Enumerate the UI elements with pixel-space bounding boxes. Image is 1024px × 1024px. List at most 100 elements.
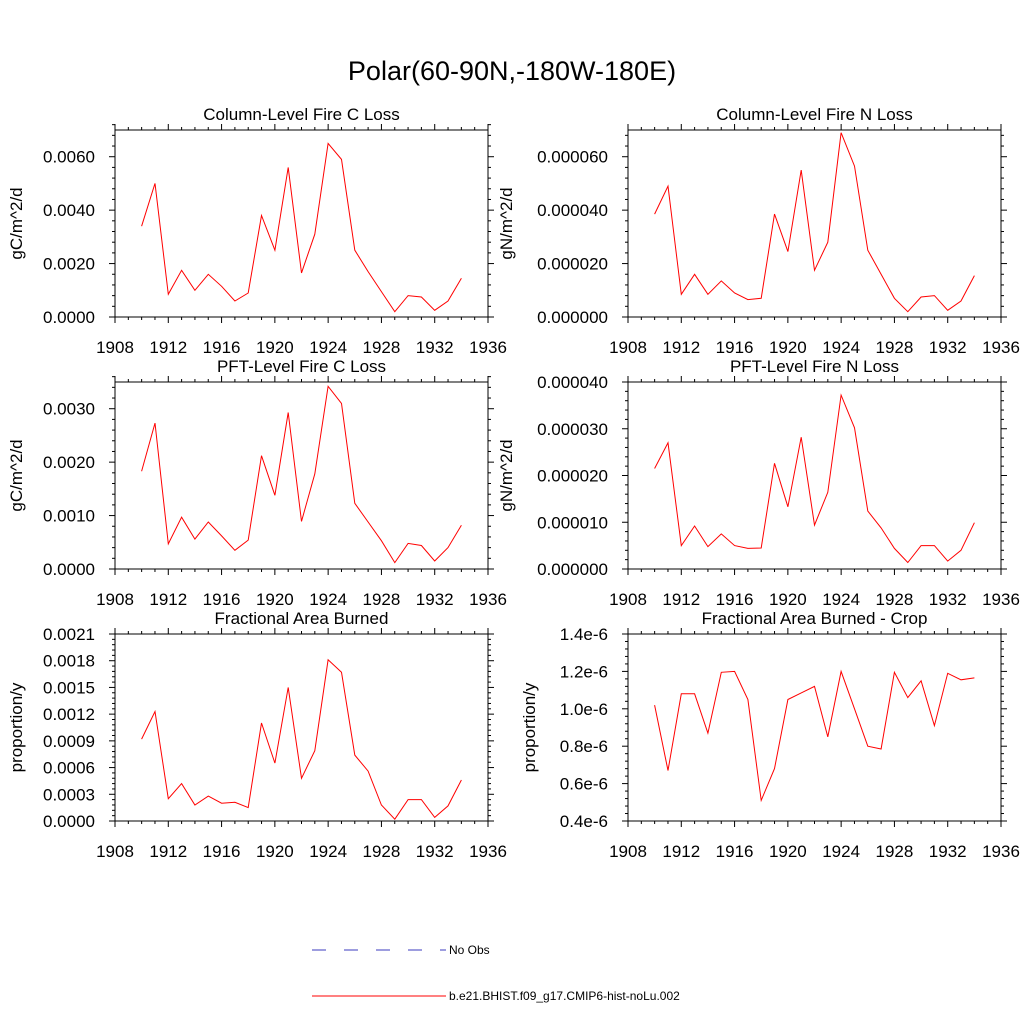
chart-title: PFT-Level Fire N Loss [730, 357, 899, 376]
y-tick-label: 0.0030 [43, 400, 95, 419]
x-tick-label: 1928 [876, 842, 914, 861]
y-tick-label: 0.000040 [537, 373, 608, 392]
x-tick-label: 1908 [609, 590, 647, 609]
x-tick-label: 1928 [876, 338, 914, 357]
series-line [654, 393, 975, 564]
chart-title: Fractional Area Burned [215, 609, 389, 628]
x-tick-label: 1916 [716, 590, 754, 609]
x-tick-label: 1920 [769, 338, 807, 357]
y-tick-label: 0.0000 [43, 812, 95, 831]
y-tick-label: 0.000040 [537, 201, 608, 220]
chart-title: Column-Level Fire C Loss [203, 105, 400, 124]
y-tick-label: 0.000000 [537, 560, 608, 579]
x-tick-label: 1932 [929, 842, 967, 861]
y-axis-label: gN/m^2/d [497, 187, 516, 259]
legend-label: b.e21.BHIST.f09_g17.CMIP6-hist-noLu.002 [449, 989, 680, 1003]
y-axis-label: gC/m^2/d [7, 439, 26, 511]
y-tick-label: 0.8e-6 [560, 737, 608, 756]
x-tick-label: 1932 [416, 842, 454, 861]
x-tick-label: 1908 [609, 338, 647, 357]
y-tick-label: 0.6e-6 [560, 775, 608, 794]
y-tick-label: 0.0000 [43, 308, 95, 327]
y-tick-label: 0.0020 [43, 453, 95, 472]
chart-title: Fractional Area Burned - Crop [702, 609, 928, 628]
chart-title: Column-Level Fire N Loss [716, 105, 913, 124]
x-tick-label: 1908 [96, 842, 134, 861]
series-line [141, 142, 462, 313]
y-tick-label: 0.0015 [43, 678, 95, 697]
x-tick-label: 1912 [662, 590, 700, 609]
y-tick-label: 0.0006 [43, 759, 95, 778]
x-tick-label: 1936 [469, 842, 507, 861]
x-tick-label: 1928 [363, 338, 401, 357]
x-tick-label: 1916 [203, 590, 241, 609]
x-tick-label: 1916 [716, 842, 754, 861]
x-tick-label: 1916 [203, 842, 241, 861]
x-tick-label: 1908 [609, 842, 647, 861]
series-line [141, 385, 462, 564]
x-tick-label: 1924 [309, 590, 347, 609]
x-tick-label: 1920 [256, 842, 294, 861]
y-tick-label: 0.4e-6 [560, 812, 608, 831]
y-tick-label: 0.000010 [537, 513, 608, 532]
y-tick-label: 0.0009 [43, 732, 95, 751]
plot-frame [114, 381, 489, 570]
x-tick-label: 1932 [416, 590, 454, 609]
chart-panel-3: 1908 1912 1916 1920 1924 1928 1932 1936 0.0000 0.… [7, 357, 507, 609]
y-axis-label: proportion/y [7, 682, 26, 772]
y-tick-label: 0.0012 [43, 705, 95, 724]
x-tick-label: 1924 [822, 590, 860, 609]
x-tick-label: 1916 [203, 338, 241, 357]
y-axis-label: gN/m^2/d [497, 439, 516, 511]
chart-panel-5: 1908 1912 1916 1920 1924 1928 1932 1936 0.0000 0.… [7, 609, 507, 861]
y-tick-label: 0.0010 [43, 507, 95, 526]
x-tick-label: 1908 [96, 590, 134, 609]
x-tick-label: 1920 [256, 590, 294, 609]
series-line [141, 658, 462, 820]
plot-frame [627, 129, 1002, 318]
y-tick-label: 0.000020 [537, 467, 608, 486]
legend: No Obs b.e21.BHIST.f09_g17.CMIP6-hist-noL… [312, 943, 680, 1003]
y-tick-label: 0.0003 [43, 785, 95, 804]
x-tick-label: 1932 [929, 590, 967, 609]
x-tick-label: 1916 [716, 338, 754, 357]
chart-panel-2: 1908 1912 1916 1920 1924 1928 1932 1936 0.000000… [497, 105, 1020, 357]
x-tick-label: 1928 [363, 842, 401, 861]
y-tick-label: 0.000060 [537, 148, 608, 167]
x-tick-label: 1932 [929, 338, 967, 357]
x-tick-label: 1920 [769, 590, 807, 609]
y-tick-label: 0.0040 [43, 201, 95, 220]
x-tick-label: 1924 [822, 842, 860, 861]
chart-panel-6: 1908 1912 1916 1920 1924 1928 1932 1936 0.4e-6 0.… [520, 609, 1020, 861]
x-tick-label: 1912 [149, 338, 187, 357]
x-tick-label: 1932 [416, 338, 454, 357]
x-tick-label: 1924 [309, 842, 347, 861]
x-tick-label: 1924 [822, 338, 860, 357]
y-tick-label: 1.0e-6 [560, 700, 608, 719]
y-axis-label: proportion/y [520, 682, 539, 772]
chart-panel-1: 1908 1912 1916 1920 1924 1928 1932 1936 0.0000 0.… [7, 105, 507, 357]
x-tick-label: 1936 [469, 338, 507, 357]
chart-panel-4: 1908 1912 1916 1920 1924 1928 1932 1936 0.000000… [497, 357, 1020, 609]
y-axis-label: gC/m^2/d [7, 187, 26, 259]
x-tick-label: 1920 [256, 338, 294, 357]
x-tick-label: 1936 [469, 590, 507, 609]
series-line [654, 669, 975, 803]
plot-frame [627, 633, 1002, 822]
x-tick-label: 1908 [96, 338, 134, 357]
y-tick-label: 0.000030 [537, 420, 608, 439]
series-line [654, 132, 975, 313]
y-tick-label: 1.4e-6 [560, 625, 608, 644]
x-tick-label: 1928 [876, 590, 914, 609]
chart-title: PFT-Level Fire C Loss [217, 357, 386, 376]
y-tick-label: 0.0021 [43, 625, 95, 644]
y-tick-label: 0.0000 [43, 560, 95, 579]
y-tick-label: 0.000000 [537, 308, 608, 327]
x-tick-label: 1912 [662, 338, 700, 357]
y-tick-label: 0.0060 [43, 148, 95, 167]
y-tick-label: 0.0018 [43, 652, 95, 671]
x-tick-label: 1928 [363, 590, 401, 609]
y-tick-label: 1.2e-6 [560, 662, 608, 681]
x-tick-label: 1920 [769, 842, 807, 861]
